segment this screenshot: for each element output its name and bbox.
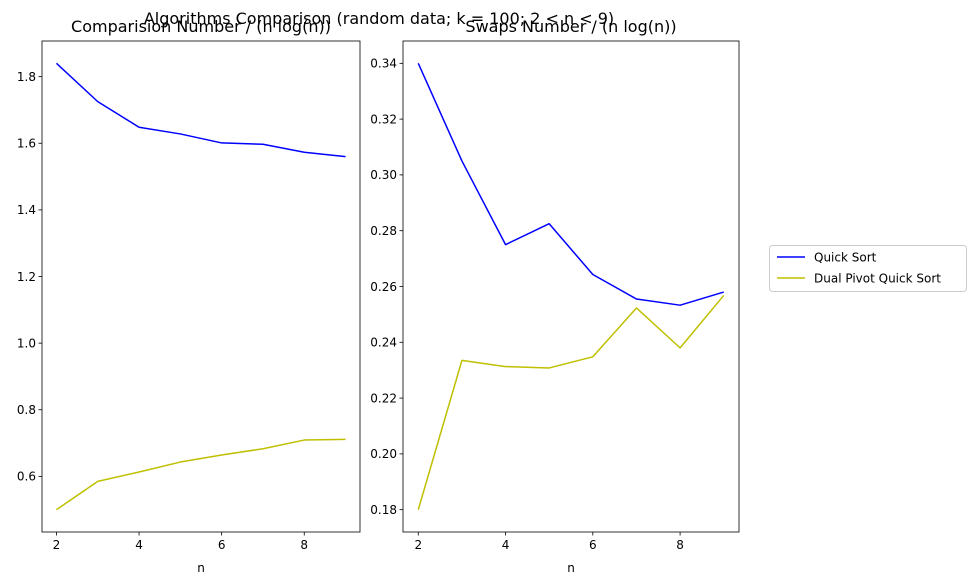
legend-box — [769, 245, 967, 292]
figure-suptitle: Algorithms Comparison (random data; k = … — [144, 9, 614, 28]
axes-frame — [402, 40, 740, 533]
x-tick-label: 2 — [53, 538, 61, 552]
series-line-2 — [56, 438, 346, 511]
y-tick-label: 0.22 — [370, 391, 397, 405]
subplot-2: Swaps Number / (n log(n)) 2 4 6 8 0.18 0.20 0.2… — [370, 17, 740, 575]
y-tick-label: 0.32 — [370, 112, 397, 126]
plots-group: Comparision Number / (n log(n)) 2 4 6 8 0.6 0.… — [17, 17, 740, 575]
legend-label-2: Dual Pivot Quick Sort — [814, 271, 941, 285]
x-tick-label: 4 — [135, 538, 143, 552]
subplot-title: Comparision Number / (n log(n)) — [71, 17, 331, 36]
y-tick-label: 1.0 — [17, 336, 36, 350]
y-tick-label: 0.8 — [17, 403, 36, 417]
x-tick-label: 8 — [300, 538, 308, 552]
x-tick-label: 6 — [218, 538, 226, 552]
y-tick-label: 0.20 — [370, 447, 397, 461]
y-tick-label: 1.4 — [17, 203, 36, 217]
x-tick-label: 6 — [589, 538, 597, 552]
y-tick-label: 1.8 — [17, 70, 36, 84]
y-tick-label: 0.26 — [370, 280, 397, 294]
y-tick-label: 1.6 — [17, 137, 36, 151]
series-line-2 — [417, 294, 725, 510]
legend-label-1: Quick Sort — [814, 250, 877, 264]
series-line-1 — [55, 62, 346, 158]
y-tick-label: 0.34 — [370, 57, 397, 71]
y-tick-label: 0.6 — [17, 470, 36, 484]
x-tick-label: 4 — [502, 538, 510, 552]
y-tick-label: 0.18 — [370, 503, 397, 517]
x-tick-label: 2 — [414, 538, 422, 552]
x-axis-label: n — [567, 561, 575, 575]
y-tick-label: 0.30 — [370, 168, 397, 182]
subplot-1: Comparision Number / (n log(n)) 2 4 6 8 0.6 0.… — [17, 17, 361, 575]
x-axis-label: n — [197, 561, 205, 575]
y-tick-label: 1.2 — [17, 270, 36, 284]
subplot-title: Swaps Number / (n log(n)) — [465, 17, 676, 36]
axes-frame — [41, 40, 361, 533]
x-tick-label: 8 — [676, 538, 684, 552]
y-tick-label: 0.24 — [370, 336, 397, 350]
series-line-1 — [417, 63, 724, 306]
legend: Quick Sort Dual Pivot Quick Sort — [769, 245, 967, 292]
y-tick-label: 0.28 — [370, 224, 397, 238]
